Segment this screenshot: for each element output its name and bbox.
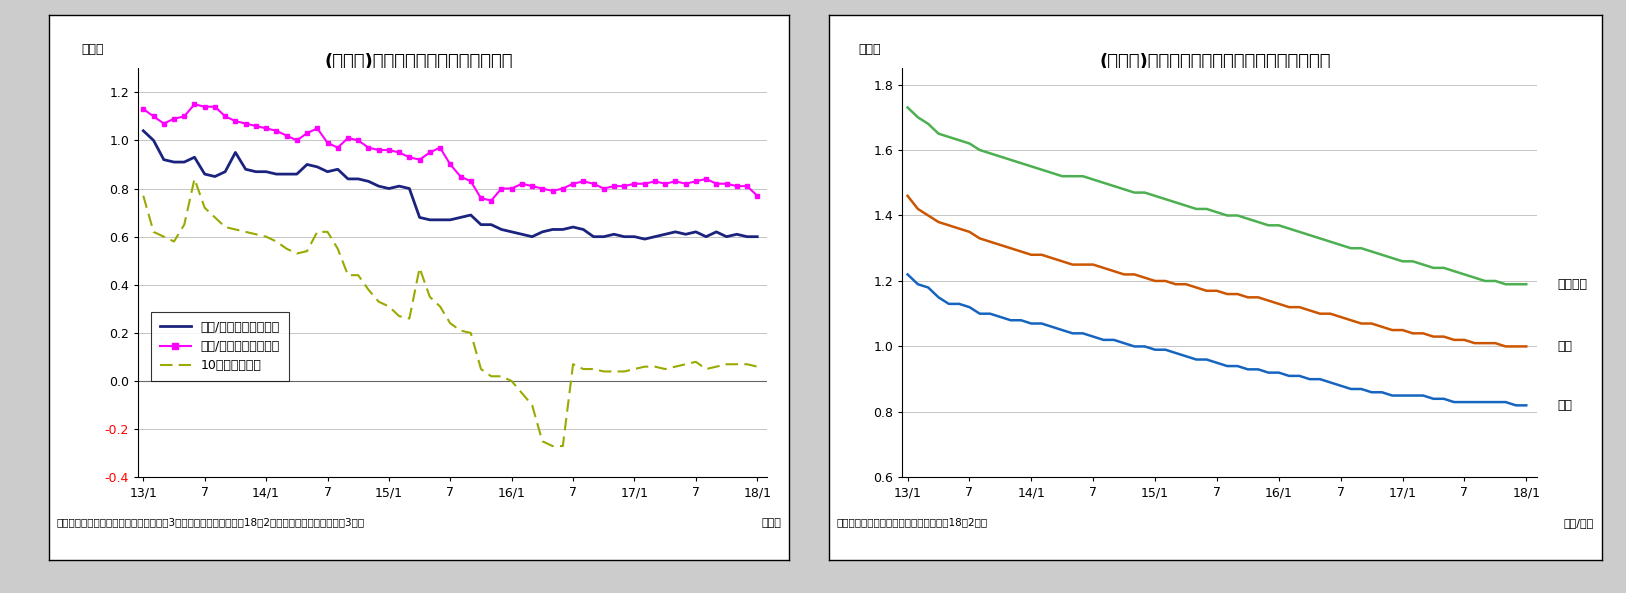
Text: （％）: （％）	[81, 43, 104, 56]
Text: (図表５)国内銀行の新規貸出平均金利: (図表５)国内銀行の新規貸出平均金利	[325, 53, 512, 71]
Text: （資料）日本銀行　　　　（注）直近は18年2月分: （資料）日本銀行 （注）直近は18年2月分	[837, 518, 989, 528]
Text: 都銀: 都銀	[1558, 399, 1572, 412]
Text: （年/月）: （年/月）	[1564, 518, 1593, 528]
Text: (図表６)国内銀行の平均貸出金利（ストック）: (図表６)国内銀行の平均貸出金利（ストック）	[1099, 53, 1332, 71]
Text: 地銀: 地銀	[1558, 340, 1572, 353]
Text: （年）: （年）	[761, 518, 780, 528]
Text: 第二地銀: 第二地銀	[1558, 278, 1587, 291]
Text: （資料）日本銀行　　（注）貸出金利は3ヵ月移動平均値で直近は18年2月分、国債利回りの直近は3月分: （資料）日本銀行 （注）貸出金利は3ヵ月移動平均値で直近は18年2月分、国債利回…	[57, 518, 364, 528]
Legend: 新規/短期（一年未満）, 新規/長期（一年以上）, 10年国債利回り: 新規/短期（一年未満）, 新規/長期（一年以上）, 10年国債利回り	[151, 312, 289, 381]
Text: （％）: （％）	[859, 43, 881, 56]
